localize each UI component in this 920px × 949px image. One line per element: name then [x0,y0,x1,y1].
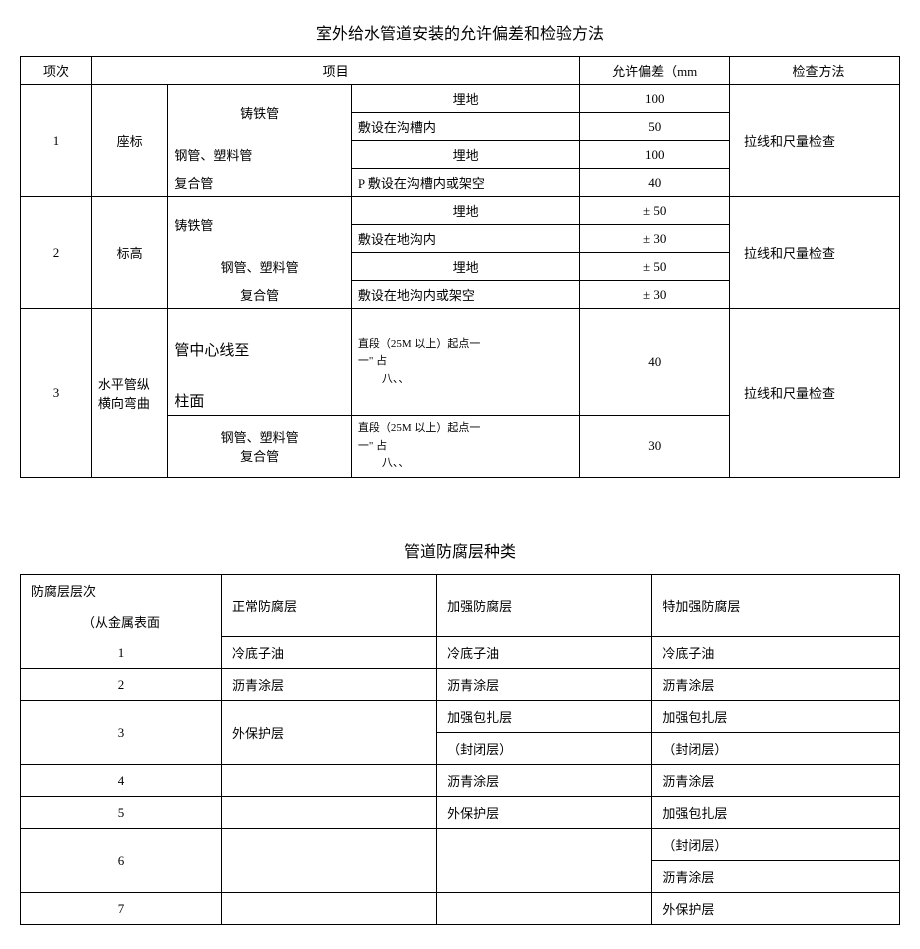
r3-no: 3 [21,309,92,478]
r1-pipe1: 铸铁管 [168,85,351,141]
t2-r1a: 冷底子油 [222,637,437,669]
th-tol: 允许偏差（mm [580,57,730,85]
table1: 项次 项目 允许偏差（mm 检查方法 1 座标 铸铁管 埋地 100 拉线和尺量… [20,56,900,478]
r1-c1: 埋地 [351,85,579,113]
t2-h2: 正常防腐层 [222,574,437,637]
t2-r1b: 冷底子油 [437,637,652,669]
t2-r6xc: 沥青涂层 [652,861,900,893]
t2-r3a: 外保护层 [222,701,437,765]
r2-pipe1: 铸铁管 [168,197,351,253]
t2-r3xc: （封闭层） [652,733,900,765]
r2-v4: ± 30 [580,281,730,309]
t2-r7c: 外保护层 [652,893,900,925]
t2-r5: 5 [21,797,222,829]
r1-v3: 100 [580,141,730,169]
t2-h4: 特加强防腐层 [652,574,900,637]
t2-r5b: 外保护层 [437,797,652,829]
t2-r4b: 沥青涂层 [437,765,652,797]
r1-no: 1 [21,85,92,197]
t2-r2: 2 [21,669,222,701]
r1-v4: 40 [580,169,730,197]
r1-v1: 100 [580,85,730,113]
table2-title: 管道防腐层种类 [20,538,900,562]
t2-r4: 4 [21,765,222,797]
r1-pipe2: 钢管、塑料管 [168,141,351,169]
r3-pipe23: 钢管、塑料管 复合管 [168,416,351,478]
t2-r7: 7 [21,893,222,925]
r3-c1a: 直段（25M 以上）起点一 [358,338,481,350]
r3-c1b: 一" 占 [358,355,387,367]
t2-r5c: 加强包扎层 [652,797,900,829]
r3-c1c: 八、、 [358,373,410,385]
t2-h3: 加强防腐层 [437,574,652,637]
r2-c1: 埋地 [351,197,579,225]
r2-pipe3: 复合管 [168,281,351,309]
r3-c2c: 八、、 [358,457,410,469]
t2-r1c: 冷底子油 [652,637,900,669]
r3-pipe1b: 柱面 [174,394,204,410]
r3-pipe1: 管中心线至 柱面 [168,309,351,416]
r3-v2: 30 [580,416,730,478]
r1-c4: P 敷设在沟槽内或架空 [351,169,579,197]
r3-v1: 40 [580,309,730,416]
t2-r3xb: （封闭层） [437,733,652,765]
r3-pipe1a: 管中心线至 [174,343,249,359]
r2-v1: ± 50 [580,197,730,225]
r3-method: 拉线和尺量检查 [730,309,900,478]
r2-c3: 埋地 [351,253,579,281]
th-item-no: 项次 [21,57,92,85]
r1-c2: 敷设在沟槽内 [351,113,579,141]
r2-v3: ± 50 [580,253,730,281]
table2: 防腐层层次 正常防腐层 加强防腐层 特加强防腐层 （从金属表面 1 冷底子油 冷… [20,574,900,926]
r3-name: 水平管纵横向弯曲 [91,309,168,478]
t2-r1: 1 [21,637,222,669]
r3-c1: 直段（25M 以上）起点一 一" 占 八、、 [351,309,579,416]
t2-sub: （从金属表面 [21,606,222,637]
r2-c4: 敷设在地沟内或架空 [351,281,579,309]
r3-c2: 直段（25M 以上）起点一 一" 占 八、、 [351,416,579,478]
r3-pipe2: 钢管、塑料管 [221,430,299,445]
t2-r3c: 加强包扎层 [652,701,900,733]
r1-pipe3: 复合管 [168,169,351,197]
t2-r3: 3 [21,701,222,765]
t2-r2b: 沥青涂层 [437,669,652,701]
t2-r2c: 沥青涂层 [652,669,900,701]
th-method: 检查方法 [730,57,900,85]
t2-r6: 6 [21,829,222,893]
r2-no: 2 [21,197,92,309]
r1-method: 拉线和尺量检查 [730,85,900,197]
t2-h1: 防腐层层次 [21,574,222,606]
r3-c2b: 一" 占 [358,440,387,452]
r2-method: 拉线和尺量检查 [730,197,900,309]
r3-c2a: 直段（25M 以上）起点一 [358,422,481,434]
t2-r6c: （封闭层） [652,829,900,861]
t2-r3b: 加强包扎层 [437,701,652,733]
t2-r4c: 沥青涂层 [652,765,900,797]
r1-v2: 50 [580,113,730,141]
t2-r2a: 沥青涂层 [222,669,437,701]
table1-title: 室外给水管道安装的允许偏差和检验方法 [20,20,900,44]
r2-v2: ± 30 [580,225,730,253]
r2-c2: 敷设在地沟内 [351,225,579,253]
th-item: 项目 [91,57,579,85]
r3-pipe3: 复合管 [240,449,279,464]
r2-pipe2: 钢管、塑料管 [168,253,351,281]
r1-name: 座标 [91,85,168,197]
r2-name: 标高 [91,197,168,309]
r1-c3: 埋地 [351,141,579,169]
